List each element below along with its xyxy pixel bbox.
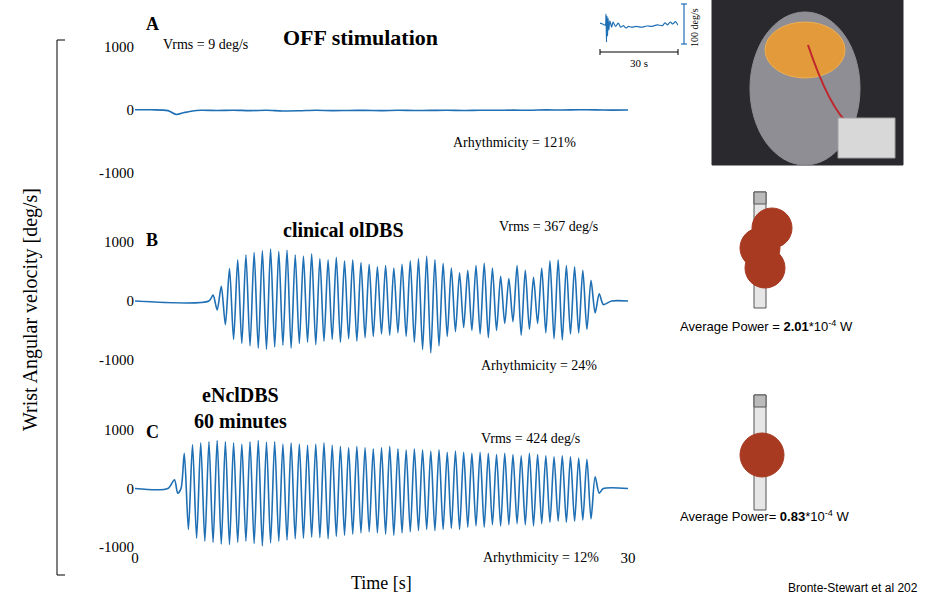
- svg-text:100 deg/s: 100 deg/s: [689, 8, 700, 47]
- svg-text:Wrist Angular velocity [deg/s]: Wrist Angular velocity [deg/s]: [19, 188, 42, 431]
- svg-text:0: 0: [127, 102, 135, 118]
- svg-text:Arhythmicity = 24%: Arhythmicity = 24%: [481, 358, 597, 373]
- svg-text:0: 0: [131, 550, 139, 566]
- svg-text:Bronte-Stewart et al 202: Bronte-Stewart et al 202: [788, 581, 918, 595]
- svg-text:0: 0: [127, 481, 135, 497]
- svg-text:eNclDBS60 minutes: eNclDBS60 minutes: [194, 384, 287, 432]
- svg-text:C: C: [146, 422, 159, 442]
- svg-text:0: 0: [127, 293, 135, 309]
- svg-text:-1000: -1000: [99, 352, 134, 368]
- svg-text:OFF stimulation: OFF stimulation: [283, 25, 438, 50]
- svg-text:clinical olDBS: clinical olDBS: [283, 219, 404, 241]
- svg-text:Vrms = 9 deg/s: Vrms = 9 deg/s: [163, 37, 248, 52]
- svg-text:Average Power = 2.01*10​-4​ W: Average Power = 2.01*10​-4​ W: [680, 318, 853, 334]
- svg-text:-1000: -1000: [99, 539, 134, 555]
- svg-text:Vrms = 424 deg/s: Vrms = 424 deg/s: [481, 431, 580, 446]
- svg-text:30: 30: [621, 550, 636, 566]
- svg-text:A: A: [146, 14, 159, 34]
- svg-text:Average Power= 0.83*10​-4​ W: Average Power= 0.83*10​-4​ W: [680, 508, 849, 524]
- svg-text:Vrms = 367 deg/s: Vrms = 367 deg/s: [499, 219, 598, 234]
- svg-text:Arhythmicity = 12%: Arhythmicity = 12%: [483, 550, 599, 565]
- svg-text:Arhythmicity = 121%: Arhythmicity = 121%: [453, 135, 576, 150]
- svg-text:-1000: -1000: [99, 165, 134, 181]
- svg-text:B: B: [146, 230, 158, 250]
- svg-text:30 s: 30 s: [630, 57, 648, 69]
- svg-text:1000: 1000: [104, 39, 134, 55]
- svg-text:Time [s]: Time [s]: [351, 573, 412, 593]
- svg-text:1000: 1000: [104, 234, 134, 250]
- svg-text:1000: 1000: [104, 422, 134, 438]
